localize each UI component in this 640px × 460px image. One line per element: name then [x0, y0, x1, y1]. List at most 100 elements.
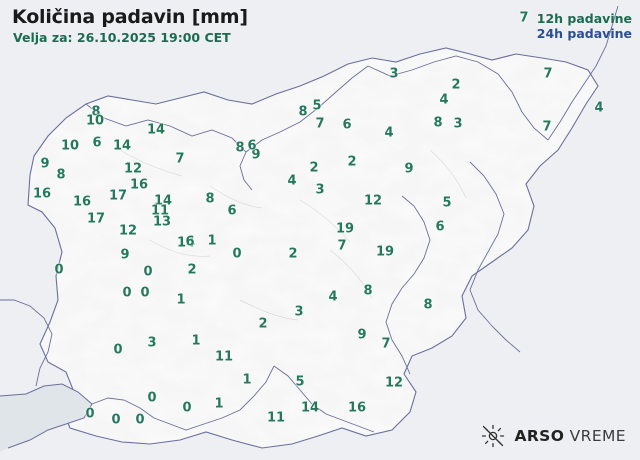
station-value: 0: [85, 406, 95, 422]
station-value: 14: [112, 138, 132, 154]
legend-item-12h: 12h padavine: [536, 11, 632, 26]
station-value: 12: [118, 223, 138, 239]
station-value: 8: [363, 283, 373, 299]
station-value: 7: [543, 66, 553, 82]
station-value: 6: [435, 219, 445, 235]
station-value: 0: [113, 342, 123, 358]
station-value: 11: [150, 203, 170, 219]
station-value: 19: [375, 244, 395, 260]
terrain-lines: [119, 149, 467, 321]
station-value: 9: [404, 161, 414, 177]
station-value: 3: [389, 66, 399, 82]
station-value: 1: [207, 233, 217, 249]
arso-wordmark: ARSO VREME: [514, 427, 626, 445]
station-value: 9: [40, 156, 50, 172]
station-value: 8: [433, 115, 443, 131]
station-value: 9: [120, 247, 130, 263]
station-value: 16: [129, 177, 149, 193]
station-value: 5: [295, 374, 305, 390]
border-hungary: [547, 5, 619, 141]
station-value: 12: [384, 375, 404, 391]
border-croatia-east: [469, 161, 521, 353]
station-value: 4: [384, 125, 394, 141]
station-value: 9: [357, 327, 367, 343]
station-value: 0: [54, 262, 64, 278]
border-south-west: [91, 397, 171, 425]
station-value: 10: [60, 138, 80, 154]
station-value: 1: [242, 372, 252, 388]
station-value: 0: [143, 264, 153, 280]
station-value: 16: [72, 194, 92, 210]
station-value: 7: [519, 10, 529, 26]
station-value: 8: [423, 297, 433, 313]
page-title: Količina padavin [mm]: [12, 6, 248, 28]
station-value: 0: [140, 285, 150, 301]
legend-item-24h: 24h padavine: [536, 26, 632, 41]
station-value: 5: [312, 98, 322, 114]
valid-time-subtitle: Velja za: 26.10.2025 19:00 CET: [13, 30, 231, 45]
station-value: 17: [108, 188, 128, 204]
station-value: 14: [153, 193, 173, 209]
station-value: 2: [187, 262, 197, 278]
station-value: 1: [176, 292, 186, 308]
station-value: 14: [146, 122, 166, 138]
arso-light: VREME: [569, 427, 626, 445]
station-value: 7: [175, 151, 185, 167]
station-value: 10: [85, 113, 105, 129]
station-value: 7: [381, 336, 391, 352]
station-value: 0: [111, 412, 121, 428]
border-north-east: [367, 55, 549, 141]
arso-bold: ARSO: [514, 427, 565, 445]
station-value: 2: [288, 246, 298, 262]
station-value: 0: [147, 390, 157, 406]
station-value: 2: [258, 316, 268, 332]
border-austria-north: [85, 65, 369, 153]
station-value: 6: [247, 138, 257, 154]
adriatic-sea: [0, 384, 92, 452]
station-value: 8: [91, 104, 101, 120]
station-value: 0: [135, 412, 145, 428]
station-value: 7: [337, 238, 347, 254]
station-value: 8: [205, 191, 215, 207]
station-value: 4: [287, 173, 297, 189]
station-value: 2: [347, 154, 357, 170]
station-value: 4: [439, 92, 449, 108]
station-value: 13: [152, 214, 172, 230]
station-value: 0: [232, 246, 242, 262]
border-italy: [0, 299, 53, 387]
station-value: 12: [363, 193, 383, 209]
station-value: 3: [294, 304, 304, 320]
station-value: 4: [328, 289, 338, 305]
station-value: 0: [122, 285, 132, 301]
station-value: 7: [315, 116, 325, 132]
station-value: 6: [92, 135, 102, 151]
station-value: 2: [309, 160, 319, 176]
station-value: 8: [298, 104, 308, 120]
station-value: 19: [335, 221, 355, 237]
station-value: 3: [147, 335, 157, 351]
station-value: 2: [451, 77, 461, 93]
station-value: 4: [594, 100, 604, 116]
station-value: 12: [123, 161, 143, 177]
station-value: 14: [300, 400, 320, 416]
station-value: 3: [453, 116, 463, 132]
border-notch: [239, 151, 253, 191]
station-value: 3: [315, 182, 325, 198]
station-value: 11: [266, 410, 286, 426]
station-value: 11: [214, 349, 234, 365]
sun-rays-icon: [482, 424, 505, 448]
station-value: 17: [86, 211, 106, 227]
station-value: 1: [214, 396, 224, 412]
station-value: 6: [342, 117, 352, 133]
station-value: 6: [185, 234, 195, 250]
legend: 12h padavine 24h padavine: [537, 11, 632, 41]
station-value: 8: [56, 167, 66, 183]
station-value: 14: [176, 235, 196, 251]
station-value: 7: [542, 119, 552, 135]
border-south-east: [273, 365, 375, 433]
station-value: 6: [227, 203, 237, 219]
station-value: 8: [235, 140, 245, 156]
